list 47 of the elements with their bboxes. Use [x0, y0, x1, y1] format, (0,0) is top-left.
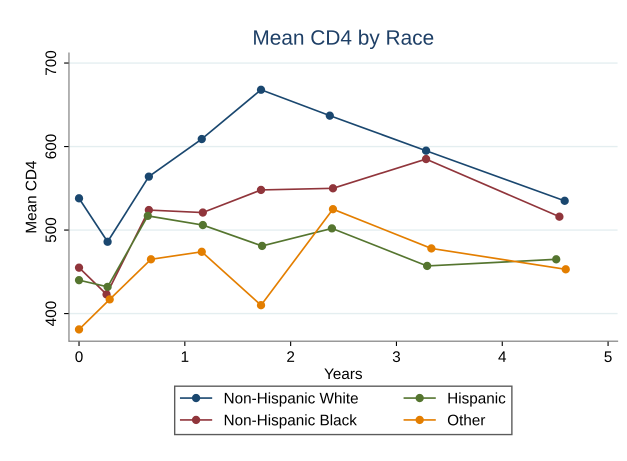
y-tick-label: 600 — [45, 134, 56, 159]
x-tick-label: 2 — [287, 351, 294, 362]
point — [198, 208, 207, 217]
point — [560, 196, 569, 206]
y-tick-label: 500 — [45, 218, 56, 242]
legend-label: Non-Hispanic Black — [224, 414, 357, 428]
point — [74, 276, 84, 284]
point — [198, 134, 206, 144]
point — [103, 282, 112, 292]
point — [256, 86, 266, 94]
point — [562, 265, 570, 274]
legend-label: Non-Hispanic White — [224, 392, 358, 407]
point — [74, 194, 84, 202]
y-tick-label: 400 — [45, 301, 56, 326]
point — [422, 146, 430, 155]
point — [555, 212, 564, 221]
x-tick-label: 4 — [498, 351, 506, 362]
point — [198, 220, 207, 230]
x-axis-title: Years — [324, 368, 362, 380]
legend-label: Hispanic — [448, 392, 506, 407]
legend-label: Other — [448, 414, 486, 426]
point — [422, 154, 430, 164]
y-axis-title: Mean CD4 — [26, 161, 36, 232]
point — [258, 242, 266, 250]
point — [74, 263, 84, 272]
point — [146, 255, 156, 264]
chart-title: Mean CD4 by Race — [254, 30, 434, 50]
point — [552, 255, 560, 264]
point — [144, 212, 152, 220]
point — [256, 301, 266, 310]
point — [198, 248, 206, 256]
point — [328, 205, 338, 214]
point — [422, 262, 432, 270]
point — [328, 184, 338, 192]
point — [74, 325, 84, 334]
x-tick-label: 5 — [604, 351, 612, 362]
y-tick-label: 700 — [45, 50, 56, 75]
point — [103, 238, 112, 246]
x-tick-label: 0 — [75, 351, 83, 362]
point — [106, 295, 114, 304]
point — [326, 111, 334, 120]
point — [328, 224, 336, 233]
point — [427, 244, 436, 253]
point — [256, 186, 266, 194]
x-tick-label: 1 — [182, 351, 188, 362]
x-tick-label: 3 — [392, 351, 400, 362]
point — [144, 172, 154, 181]
